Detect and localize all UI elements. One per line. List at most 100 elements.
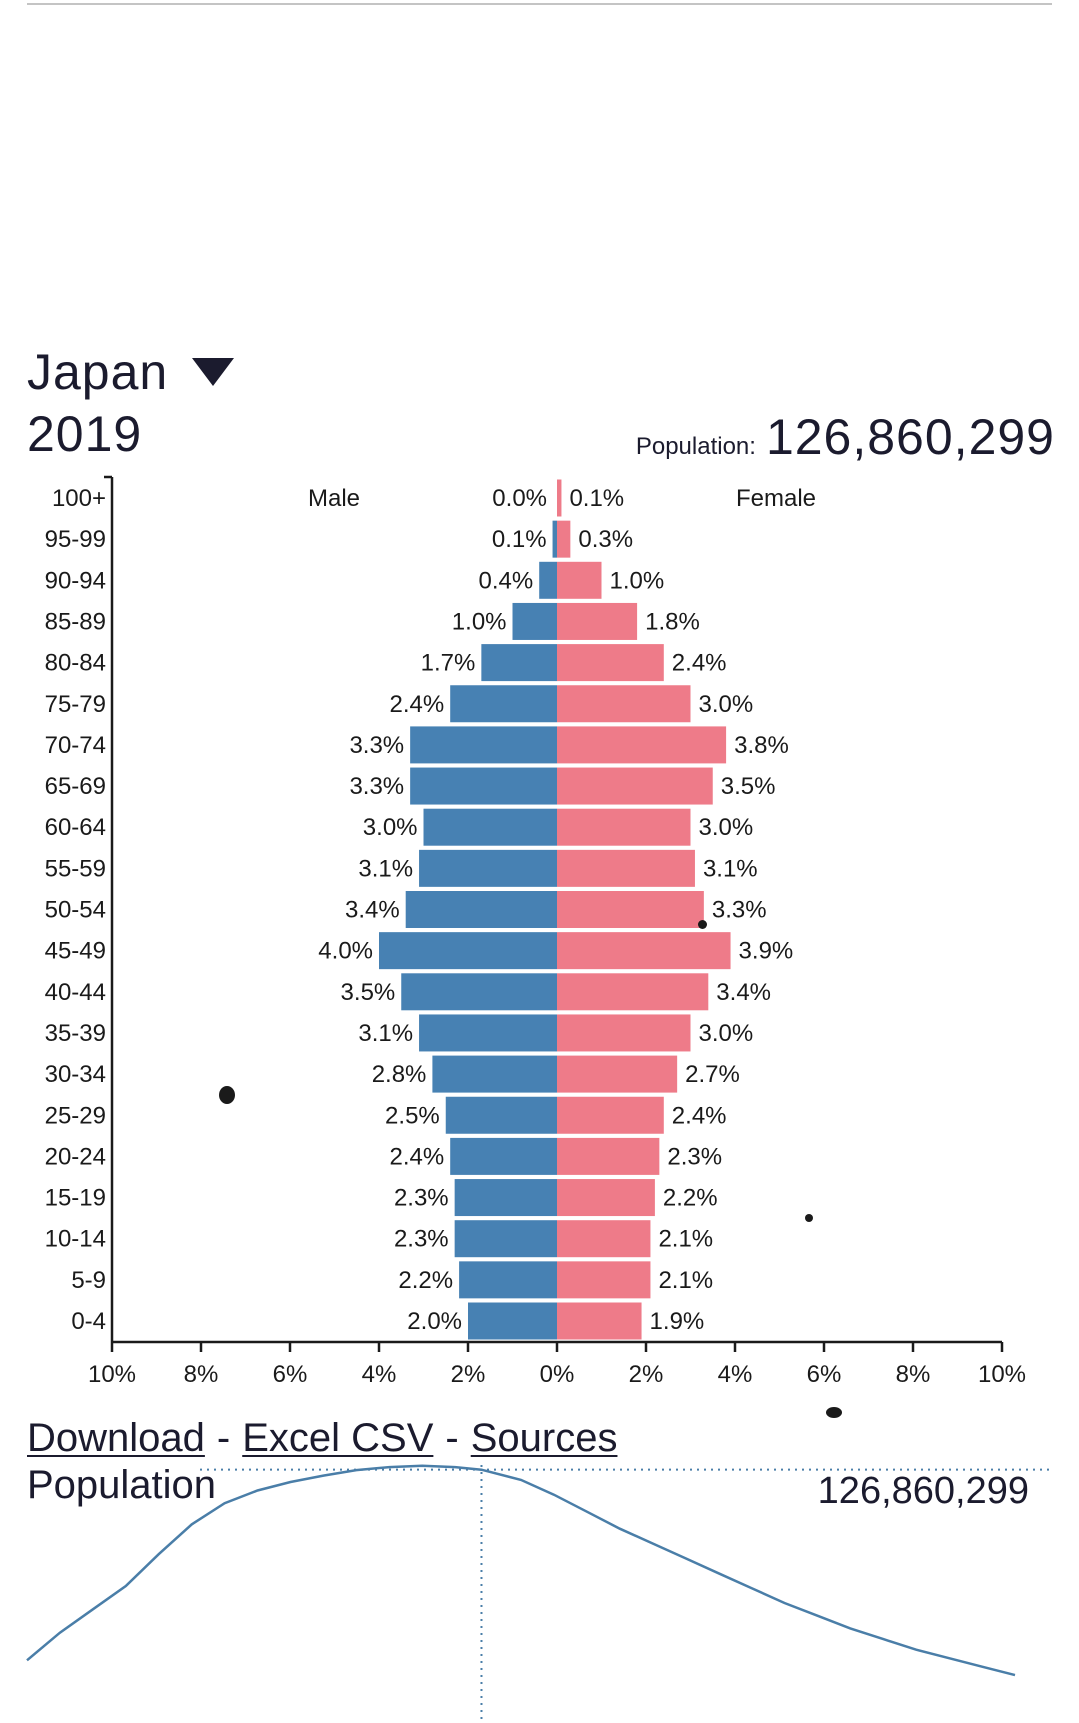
male-value-label: 0.1% [492,526,547,553]
female-value-label: 2.3% [667,1143,722,1170]
top-divider [27,3,1052,5]
female-value-label: 2.4% [672,1102,727,1129]
population-trend-title: Population [27,1463,217,1507]
age-group-label: 65-69 [45,773,106,800]
age-group-label: 20-24 [45,1143,106,1170]
age-group-label: 15-19 [45,1185,106,1212]
female-value-label: 0.3% [578,526,633,553]
female-bar [557,891,704,928]
download-link[interactable]: Download [27,1416,205,1460]
x-tick-label: 0% [540,1361,575,1388]
female-value-label: 3.3% [712,897,767,924]
female-value-label: 2.7% [685,1061,740,1088]
male-value-label: 1.7% [421,650,476,677]
male-value-label: 2.3% [394,1226,449,1253]
male-value-label: 2.4% [389,1143,444,1170]
female-bar [557,1055,678,1093]
female-value-label: 2.1% [658,1226,713,1253]
age-group-label: 60-64 [45,814,106,841]
male-value-label: 2.4% [389,691,444,718]
x-tick-label: 2% [629,1361,664,1388]
year-label: 2019 [27,406,143,462]
age-group-label: 10-14 [45,1226,106,1253]
female-series-label: Female [736,485,816,512]
country-name: Japan [27,344,169,400]
download-links: Download - Excel CSV - Sources [27,1416,617,1461]
male-value-label: 2.0% [407,1308,462,1335]
male-bar [405,891,557,928]
x-tick-label: 2% [451,1361,486,1388]
female-value-label: 3.4% [716,979,771,1006]
age-group-label: 100+ [52,485,106,512]
age-group-label: 30-34 [45,1061,106,1088]
female-bar [557,849,695,887]
age-group-label: 80-84 [45,650,106,677]
female-value-label: 1.9% [650,1308,705,1335]
female-value-label: 1.0% [610,567,665,594]
x-tick-label: 4% [718,1361,753,1388]
link-separator: - [445,1416,459,1460]
country-selector[interactable]: Japan [27,343,235,401]
age-group-label: 75-79 [45,691,106,718]
age-group-label: 95-99 [45,526,106,553]
screen-smudge [219,1086,235,1104]
population-label: Population: [635,433,756,460]
male-bar [450,685,557,723]
population-summary: Population: 126,860,299 [636,408,1055,466]
x-tick-label: 10% [978,1361,1026,1388]
female-bar [557,932,731,970]
male-bar [454,1179,557,1217]
screen-smudge [698,920,707,929]
female-value-label: 3.9% [739,938,794,965]
x-tick-label: 6% [807,1361,842,1388]
female-value-label: 2.1% [658,1267,713,1294]
male-bar [552,520,557,558]
male-value-label: 3.3% [349,732,404,759]
female-value-label: 1.8% [645,608,700,635]
x-tick-label: 10% [88,1361,136,1388]
male-bar [512,602,557,640]
x-tick-label: 4% [362,1361,397,1388]
excel-csv-link[interactable]: Excel CSV [242,1416,434,1460]
female-value-label: 2.2% [663,1185,718,1212]
male-value-label: 0.0% [492,485,547,512]
age-group-label: 85-89 [45,608,106,635]
age-group-label: 35-39 [45,1020,106,1047]
female-bar [557,520,571,558]
male-value-label: 2.2% [398,1267,453,1294]
male-bar [379,932,557,970]
age-group-label: 25-29 [45,1102,106,1129]
female-bar [557,602,638,640]
screen-smudge [805,1214,813,1222]
female-value-label: 3.5% [721,773,776,800]
male-value-label: 3.1% [358,855,413,882]
caret-down-icon[interactable] [192,358,235,386]
female-bar [557,808,691,846]
female-bar [557,1179,655,1217]
female-bar [557,1302,642,1340]
female-bar [557,726,727,764]
population-trend-value: 126,860,299 [817,1470,1029,1512]
male-bar [468,1302,557,1340]
female-bar [557,1137,660,1175]
male-value-label: 3.5% [341,979,396,1006]
male-value-label: 3.4% [345,897,400,924]
male-bar [450,1137,557,1175]
female-bar [557,1261,651,1299]
male-bar [410,767,557,805]
male-value-label: 4.0% [318,938,373,965]
age-group-label: 45-49 [45,938,106,965]
age-group-label: 70-74 [45,732,106,759]
male-bar [432,1055,557,1093]
female-bar [557,685,691,723]
x-tick-label: 8% [184,1361,219,1388]
female-value-label: 0.1% [569,485,624,512]
male-bar [459,1261,557,1299]
female-value-label: 3.1% [703,855,758,882]
sources-link[interactable]: Sources [470,1416,618,1460]
male-value-label: 3.1% [358,1020,413,1047]
male-bar [481,644,557,682]
female-value-label: 3.8% [734,732,789,759]
male-value-label: 3.3% [349,773,404,800]
